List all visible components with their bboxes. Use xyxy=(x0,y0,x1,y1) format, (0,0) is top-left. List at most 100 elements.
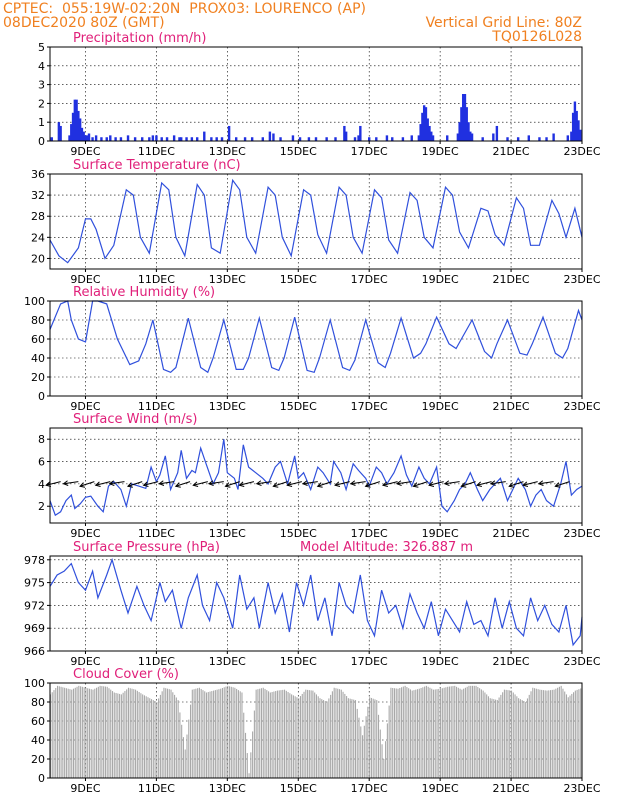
cloud-bar xyxy=(312,690,314,778)
cloud-bar xyxy=(493,699,495,778)
cloud-bar xyxy=(248,773,250,778)
cloud-bar xyxy=(156,702,158,778)
wind-arrow xyxy=(108,480,125,486)
cloud-bar xyxy=(509,690,511,778)
cloud-bar xyxy=(338,689,341,778)
precip-bar xyxy=(391,137,394,141)
cloud-bar xyxy=(466,686,468,778)
cloud-bar xyxy=(317,696,319,778)
cloud-bar xyxy=(301,693,303,778)
cloud-bar xyxy=(542,690,544,778)
cloud-bar xyxy=(548,690,550,778)
wind-arrow xyxy=(349,480,366,486)
wind-arrow xyxy=(286,481,302,488)
cloud-bar xyxy=(505,689,507,778)
cloud-bar xyxy=(232,687,234,778)
cloud-bar xyxy=(78,685,80,778)
cloud-bar xyxy=(503,689,505,778)
cloud-bar xyxy=(244,732,247,778)
cloud-bar xyxy=(88,688,91,778)
cloud-bar xyxy=(72,688,75,778)
cloud-bar xyxy=(438,688,440,778)
cloud-bar xyxy=(528,694,530,778)
x-tick-label: 9DEC xyxy=(70,145,100,158)
cloud-bar xyxy=(337,688,339,778)
wind-arrow xyxy=(142,481,159,488)
cloud-bar xyxy=(237,690,239,778)
cloud-bar xyxy=(211,691,213,778)
x-tick-label: 21DEC xyxy=(493,655,530,668)
cloud-bar xyxy=(502,692,504,778)
cloud-bar xyxy=(103,686,105,778)
cloud-bar xyxy=(271,692,273,778)
cloud-bar xyxy=(179,712,181,778)
cloud-bar xyxy=(159,694,161,778)
cloud-bar xyxy=(113,692,115,778)
cloud-bar xyxy=(246,753,248,778)
y-tick-label: 100 xyxy=(24,295,45,308)
cloud-bar xyxy=(402,686,404,778)
cloud-bar xyxy=(149,698,151,778)
cloud-bar xyxy=(299,696,302,778)
x-tick-label: 13DEC xyxy=(209,273,246,286)
cloud-bar xyxy=(158,698,160,778)
panel-title: Relative Humidity (%) xyxy=(73,285,215,300)
cloud-bar xyxy=(229,686,231,778)
y-tick-label: 32 xyxy=(31,189,45,202)
cloud-bar xyxy=(294,696,296,778)
cloud-bar xyxy=(347,698,349,778)
x-tick-label: 19DEC xyxy=(422,273,459,286)
y-tick-label: 20 xyxy=(31,753,45,766)
plot-frame xyxy=(49,555,583,652)
y-tick-label: 0 xyxy=(38,390,45,403)
precip-bar xyxy=(210,137,213,141)
cloud-bar xyxy=(218,689,220,778)
cloud-bar xyxy=(127,687,130,778)
precip-bar xyxy=(298,137,302,141)
precip-bar xyxy=(430,131,433,141)
precip-bar xyxy=(82,131,85,141)
cloud-bar xyxy=(184,749,186,778)
cloud-bar xyxy=(223,687,225,778)
cloud-bar xyxy=(106,686,108,778)
precip-bar xyxy=(469,131,472,141)
x-tick-label: 17DEC xyxy=(351,782,388,795)
panel-1: 0 1 2 3 4 5 9DEC 11DEC 13DEC 15DEC 17DEC 19DEC 21DEC… xyxy=(38,31,601,158)
cloud-bar xyxy=(191,689,193,778)
precip-bar xyxy=(160,137,163,141)
y-tick-label: 1 xyxy=(38,116,45,129)
x-tick-label: 13DEC xyxy=(209,400,246,413)
model-altitude-label: Model Altitude: 326.887 m xyxy=(300,540,473,555)
x-tick-label: 9DEC xyxy=(70,400,100,413)
cloud-bar xyxy=(569,695,571,778)
cloud-bar xyxy=(85,687,87,778)
precip-bar xyxy=(492,133,495,141)
x-tick-label: 19DEC xyxy=(422,400,459,413)
precip-bar xyxy=(151,135,155,141)
cloud-bar xyxy=(280,690,282,778)
cloud-bar xyxy=(519,699,521,778)
cloud-bar xyxy=(314,692,316,778)
cloud-bar xyxy=(250,752,252,778)
y-tick-label: 4 xyxy=(38,478,45,491)
wind-arrow xyxy=(62,480,79,486)
precip-bar xyxy=(215,137,218,141)
cloud-bar xyxy=(370,697,372,778)
cloud-bar xyxy=(55,687,57,778)
cloud-bar xyxy=(425,685,427,778)
cloud-bar xyxy=(416,689,419,778)
cloud-bar xyxy=(480,689,482,778)
cloud-bar xyxy=(422,687,424,778)
cloud-bar xyxy=(463,688,465,778)
wind-arrow xyxy=(554,481,570,488)
cloud-bar xyxy=(381,744,383,778)
cloud-bar xyxy=(62,687,64,778)
cloud-bar xyxy=(461,689,463,778)
cloud-bar xyxy=(354,700,357,778)
cloud-bar xyxy=(409,689,411,778)
wind-arrow xyxy=(334,481,350,488)
cloud-bar xyxy=(165,688,167,778)
precip-bar xyxy=(70,124,73,141)
cloud-bar xyxy=(498,697,500,778)
